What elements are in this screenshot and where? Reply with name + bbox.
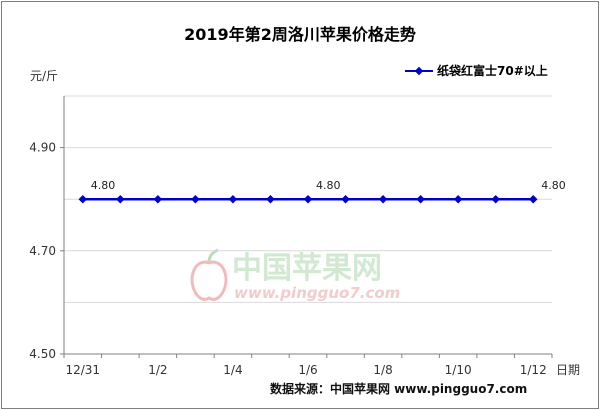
data-point xyxy=(378,194,388,204)
series-line xyxy=(78,194,538,204)
x-tick-label: 1/8 xyxy=(373,363,392,377)
y-tick-label: 4.70 xyxy=(29,244,56,258)
data-label: 4.80 xyxy=(316,179,341,192)
data-point xyxy=(453,194,463,204)
y-axis-unit: 元/斤 xyxy=(30,69,58,83)
data-labels: 4.80 4.80 4.80 xyxy=(91,179,566,192)
data-point xyxy=(153,194,163,204)
source-note: 数据来源：中国苹果网 www.pingguo7.com xyxy=(270,381,527,396)
data-point xyxy=(416,194,425,204)
data-point xyxy=(491,194,500,204)
x-tick-label: 1/6 xyxy=(298,363,317,377)
y-tick-labels: 4.50 4.70 4.90 xyxy=(29,141,56,361)
data-point xyxy=(78,194,88,204)
x-tick-label: 1/12 xyxy=(520,363,547,377)
data-point xyxy=(341,194,350,204)
data-point xyxy=(266,194,275,204)
x-tick-label: 1/4 xyxy=(223,363,242,377)
watermark-url: www.pingguo7.com xyxy=(234,284,400,302)
legend: 纸袋红富士70#以上 xyxy=(405,63,548,78)
x-tick-label: 1/2 xyxy=(148,363,167,377)
watermark: 中国苹果网 www.pingguo7.com xyxy=(190,248,400,302)
legend-entry: 纸袋红富士70#以上 xyxy=(437,63,548,78)
data-label: 4.80 xyxy=(91,179,116,192)
data-point xyxy=(228,194,238,204)
axes xyxy=(60,96,553,358)
y-tick-label: 4.90 xyxy=(29,141,56,155)
legend-diamond-marker xyxy=(414,66,424,76)
data-point xyxy=(116,194,125,204)
x-tick-label: 1/10 xyxy=(445,363,472,377)
data-point xyxy=(528,194,538,204)
chart-title: 2019年第2周洛川苹果价格走势 xyxy=(184,25,416,44)
watermark-name: 中国苹果网 xyxy=(232,251,382,286)
y-tick-label: 4.50 xyxy=(29,347,56,361)
data-label: 4.80 xyxy=(541,179,566,192)
x-tick-label: 12/31 xyxy=(65,363,100,377)
x-axis-title: 日期 xyxy=(556,363,580,377)
x-tick-labels: 12/31 1/2 1/4 1/6 1/8 1/10 1/12 xyxy=(65,363,546,377)
data-point xyxy=(191,194,200,204)
data-point xyxy=(303,194,313,204)
grid-lines xyxy=(64,95,552,303)
apple-logo-icon xyxy=(190,248,228,301)
